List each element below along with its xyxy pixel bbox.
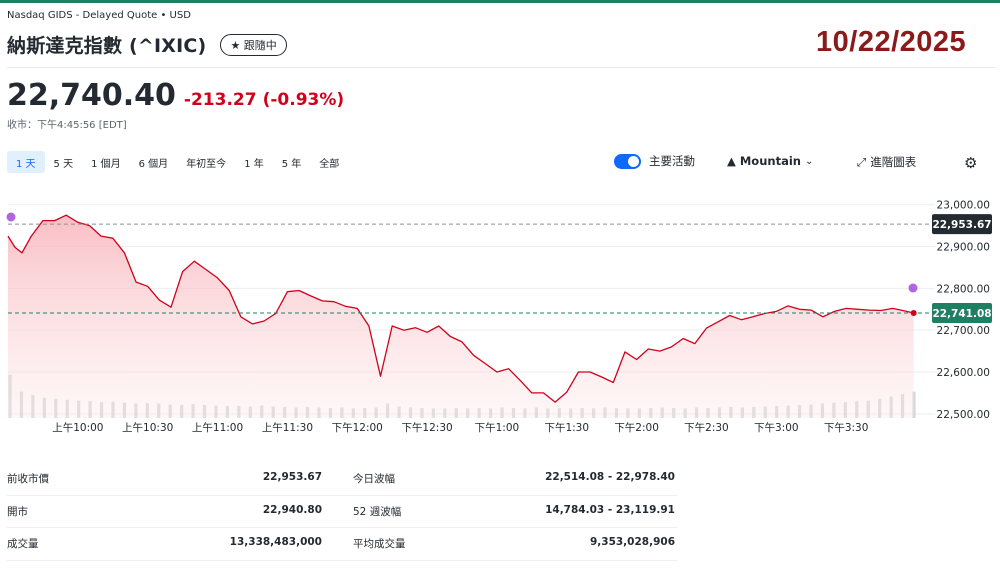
chevron-down-icon: ⌄ xyxy=(804,155,814,167)
stat-prev-close: 前收市價 22,953.67 xyxy=(7,471,322,486)
chart-type-label: Mountain xyxy=(739,154,801,168)
x-tick-label: 上午11:30 xyxy=(262,421,313,434)
divider xyxy=(7,67,995,68)
stat-open: 開市 22,940.80 xyxy=(7,503,322,518)
stat-volume: 成交量 13,338,483,000 xyxy=(7,536,322,551)
follow-button[interactable]: ★ 跟隨中 xyxy=(220,33,287,56)
price-change: -213.27 xyxy=(183,90,257,110)
range-all[interactable]: 全部 xyxy=(319,158,340,170)
range-selector: 1 天 5 天 1 個月 6 個月 年初至今 1 年 5 年 全部 xyxy=(7,151,348,173)
range-5y[interactable]: 5 年 xyxy=(281,158,302,170)
advanced-chart-link[interactable]: ⤢ 進階圖表 xyxy=(857,154,916,170)
mountain-icon: ▲ xyxy=(727,154,736,168)
volume-bar xyxy=(912,391,916,418)
last-price-label: 22,741.08 xyxy=(932,308,991,320)
advanced-chart-label: 進階圖表 xyxy=(870,155,917,169)
x-tick-label: 上午10:00 xyxy=(52,421,103,434)
y-tick-label: 22,500.00 xyxy=(937,409,990,421)
range-1y[interactable]: 1 年 xyxy=(244,158,264,170)
price-line xyxy=(7,214,914,403)
range-6m[interactable]: 6 個月 xyxy=(138,158,169,170)
gear-icon[interactable]: ⚙ xyxy=(964,154,978,172)
last-point-dot xyxy=(910,310,917,317)
x-tick-label: 下午2:00 xyxy=(614,421,659,434)
y-tick-label: 22,800.00 xyxy=(937,283,990,295)
stats-row: 開市 22,940.80 52 週波幅 14,784.03 - 23,119.91 xyxy=(7,496,677,528)
date-stamp: 10/22/2025 xyxy=(816,26,967,58)
range-5d[interactable]: 5 天 xyxy=(53,158,74,170)
range-1d[interactable]: 1 天 xyxy=(7,151,45,173)
stat-day-range: 今日波幅 22,514.08 - 22,978.40 xyxy=(353,471,675,486)
x-tick-label: 下午1:00 xyxy=(475,421,520,434)
title-row: 納斯達克指數 (^IXIC) ★ 跟隨中 xyxy=(7,31,287,58)
page-title: 納斯達克指數 (^IXIC) xyxy=(7,35,207,57)
toggle-knob xyxy=(628,155,639,167)
chart-type-dropdown[interactable]: ▲ Mountain ⌄ xyxy=(727,154,813,168)
price-change-percent: (-0.93%) xyxy=(262,90,345,110)
x-tick-label: 下午2:30 xyxy=(684,421,729,434)
x-tick-label: 上午10:30 xyxy=(122,421,173,434)
x-tick-label: 下午12:00 xyxy=(332,421,383,434)
key-events-control: 主要活動 xyxy=(614,153,695,169)
price-area xyxy=(8,215,914,418)
x-tick-label: 上午11:00 xyxy=(192,421,243,434)
y-tick-label: 22,600.00 xyxy=(937,367,990,379)
y-tick-label: 23,000.00 xyxy=(937,200,990,212)
key-events-toggle[interactable] xyxy=(614,153,641,169)
brand-top-line xyxy=(0,0,1000,3)
stat-52w-range: 52 週波幅 14,784.03 - 23,119.91 xyxy=(353,503,675,518)
event-marker xyxy=(6,212,16,222)
stat-avg-volume: 平均成交量 9,353,028,906 xyxy=(353,536,675,551)
expand-icon: ⤢ xyxy=(857,154,867,169)
x-tick-label: 下午1:30 xyxy=(544,421,589,434)
close-time: 收市：下午4:45:56 [EDT] xyxy=(7,120,127,131)
current-price: 22,740.40 xyxy=(7,78,176,113)
last-price-tag xyxy=(932,303,992,324)
y-tick-label: 22,700.00 xyxy=(937,325,990,337)
x-tick-label: 下午3:00 xyxy=(754,421,799,434)
event-marker xyxy=(908,283,918,293)
key-events-label: 主要活動 xyxy=(649,154,695,168)
prev-close-label: 22,953.67 xyxy=(932,219,991,231)
x-tick-label: 下午3:30 xyxy=(824,421,869,434)
stats-row: 前收市價 22,953.67 今日波幅 22,514.08 - 22,978.40 xyxy=(7,463,677,496)
y-tick-label: 22,900.00 xyxy=(937,242,990,254)
range-1m[interactable]: 1 個月 xyxy=(91,158,121,170)
prev-close-tag xyxy=(932,214,992,235)
quote-source: Nasdaq GIDS - Delayed Quote • USD xyxy=(7,10,191,21)
stats-row: 成交量 13,338,483,000 平均成交量 9,353,028,906 xyxy=(7,528,677,561)
price-chart[interactable]: 23,000.00 22,900.00 22,800.00 22,700.00 22,6… xyxy=(0,180,1000,440)
stats-table: 前收市價 22,953.67 今日波幅 22,514.08 - 22,978.40 … xyxy=(7,463,677,561)
price-row: 22,740.40 -213.27 (-0.93%) xyxy=(7,78,344,113)
x-tick-label: 下午12:30 xyxy=(401,421,452,434)
range-ytd[interactable]: 年初至今 xyxy=(186,158,227,170)
